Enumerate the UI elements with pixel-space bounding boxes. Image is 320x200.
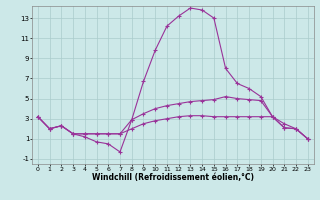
X-axis label: Windchill (Refroidissement éolien,°C): Windchill (Refroidissement éolien,°C) [92, 173, 254, 182]
